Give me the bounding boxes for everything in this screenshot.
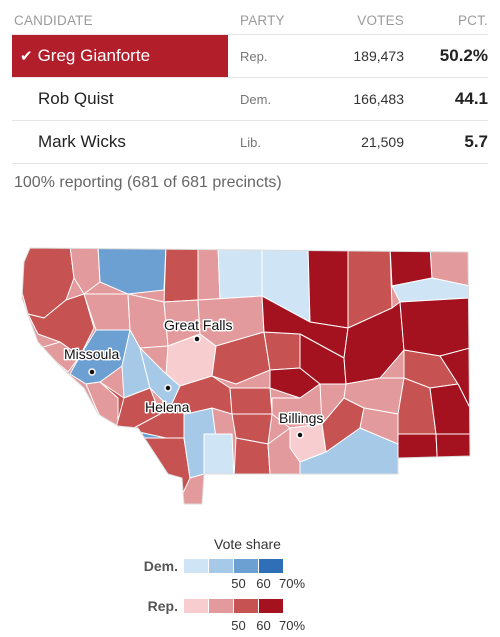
county <box>169 375 233 415</box>
legend-swatch-rep <box>184 599 208 613</box>
header-party: PARTY <box>240 12 285 28</box>
legend-tick: 50 <box>231 576 246 591</box>
county <box>27 293 95 357</box>
legend-title: Vote share <box>214 536 281 552</box>
table-header: CANDIDATE PARTY VOTES PCT. <box>12 6 488 35</box>
candidate-name: Greg Gianforte <box>37 46 151 65</box>
county <box>229 387 273 415</box>
city-dot-helena <box>164 384 172 392</box>
pct: 44.1 <box>454 89 488 108</box>
party: Rep. <box>240 48 268 64</box>
county <box>299 333 347 385</box>
county <box>163 248 199 303</box>
city-dot-missoula <box>88 368 96 376</box>
party: Lib. <box>240 134 261 150</box>
header-votes: VOTES <box>357 12 404 28</box>
county <box>263 331 301 371</box>
county <box>397 433 439 475</box>
legend-ticks-dem: 50 60 70% <box>226 576 308 591</box>
city-label-missoula: Missoula <box>64 346 119 362</box>
votes: 189,473 <box>353 48 404 64</box>
county <box>211 331 271 385</box>
legend-tick: 60 <box>256 576 271 591</box>
city-dot-great-falls <box>193 335 201 343</box>
county <box>137 437 191 504</box>
legend-label-dem: Dem. <box>143 558 178 574</box>
legend-label-rep: Rep. <box>147 598 178 614</box>
county <box>307 248 349 329</box>
table-row: Rob Quist Dem. 166,483 44.1 <box>12 78 488 121</box>
legend-row-rep: Rep. <box>130 598 284 614</box>
legend-swatch-rep <box>259 599 283 613</box>
county <box>399 297 470 357</box>
county <box>391 277 470 303</box>
city-label-helena: Helena <box>145 399 190 415</box>
legend-swatch-rep <box>234 599 258 613</box>
county <box>233 437 271 479</box>
pct: 50.2% <box>439 46 488 65</box>
legend-tick: 50 <box>231 618 246 633</box>
pct: 5.7 <box>464 132 488 151</box>
city-label-great-falls: Great Falls <box>164 317 232 333</box>
header-pct: PCT. <box>457 12 488 28</box>
party: Dem. <box>240 91 272 107</box>
reporting-status: 100% reporting (681 of 681 precincts) <box>14 174 282 191</box>
county <box>435 433 470 475</box>
table-row: ✔ Greg Gianforte Rep. 189,473 50.2% <box>12 35 488 78</box>
county <box>69 329 131 385</box>
votes: 21,509 <box>361 134 404 150</box>
legend-ticks-rep: 50 60 70% <box>226 618 308 633</box>
state-outline <box>21 247 471 505</box>
legend-tick: 70% <box>278 576 306 591</box>
county-results-map: Great Falls Missoula Helena Billings <box>21 247 471 505</box>
city-dot-billings <box>296 431 304 439</box>
legend-swatch-dem <box>234 559 258 573</box>
results-table: CANDIDATE PARTY VOTES PCT. ✔ Greg Gianfor… <box>12 6 488 164</box>
county <box>429 383 470 435</box>
legend-row-dem: Dem. <box>130 558 284 574</box>
county <box>203 433 235 479</box>
legend-swatch-dem <box>259 559 283 573</box>
header-candidate: CANDIDATE <box>14 12 93 28</box>
table-row: Mark Wicks Lib. 21,509 5.7 <box>12 121 488 164</box>
legend-tick: 70% <box>278 618 306 633</box>
votes: 166,483 <box>353 91 404 107</box>
winner-candidate-cell: ✔ Greg Gianforte <box>12 35 228 77</box>
checkmark-icon: ✔ <box>20 48 33 65</box>
legend-swatch-rep <box>209 599 233 613</box>
county <box>69 248 101 295</box>
legend-tick: 60 <box>256 618 271 633</box>
county <box>39 341 81 373</box>
candidate-name: Rob Quist <box>38 89 114 108</box>
city-label-billings: Billings <box>279 410 323 426</box>
county <box>217 248 263 301</box>
county <box>197 248 221 301</box>
county <box>127 293 169 349</box>
legend-swatch-dem <box>209 559 233 573</box>
candidate-name: Mark Wicks <box>38 132 126 151</box>
county <box>97 248 167 295</box>
county <box>429 248 470 287</box>
legend-swatch-dem <box>184 559 208 573</box>
